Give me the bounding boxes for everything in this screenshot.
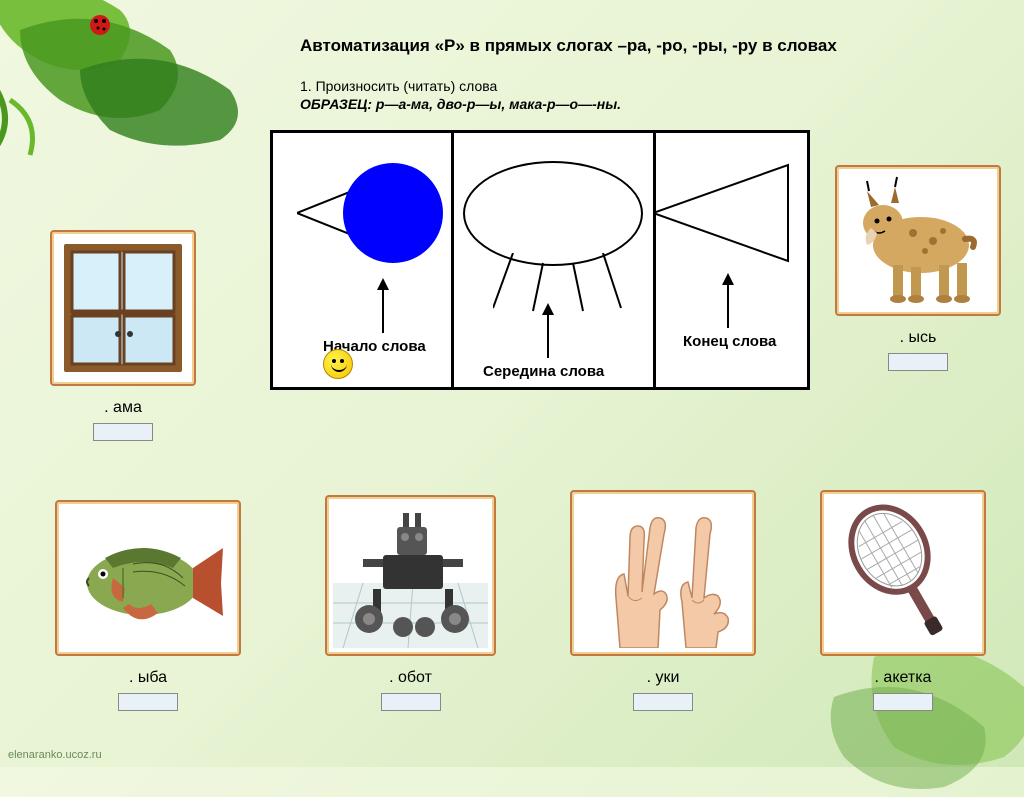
fill-blank[interactable] xyxy=(93,423,153,441)
smiley-icon xyxy=(323,349,353,379)
word-position-diagram: Начало слова Середина слова Конец слова xyxy=(270,130,810,390)
instruction-text: 1. Произносить (читать) слова xyxy=(300,78,497,94)
label-middle: Середина слова xyxy=(483,363,604,380)
card-window: . ама xyxy=(50,230,196,441)
arrow-end xyxy=(718,273,738,328)
image-window xyxy=(50,230,196,386)
image-lynx xyxy=(835,165,1001,316)
bird-legs xyxy=(493,253,623,313)
watermark: elenaranko.ucoz.ru xyxy=(8,749,102,761)
caption-hands: . уки xyxy=(570,669,756,687)
leaf-decoration-top-left xyxy=(0,0,260,160)
image-robot xyxy=(325,495,496,656)
card-fish: . ыба xyxy=(55,500,241,711)
label-end: Конец слова xyxy=(683,333,776,350)
card-hands: . уки xyxy=(570,490,756,711)
image-fish xyxy=(55,500,241,656)
arrow-middle xyxy=(538,303,558,358)
caption-window: . ама xyxy=(50,399,196,417)
caption-lynx: . ысь xyxy=(835,329,1001,347)
fill-blank[interactable] xyxy=(873,693,933,711)
caption-robot: . обот xyxy=(325,669,496,687)
bird-tail-triangle xyxy=(653,163,793,263)
image-racket xyxy=(820,490,986,656)
example-text: ОБРАЗЕЦ: р—а-ма, дво-р—ы, мака-р—о—-ны. xyxy=(300,96,621,112)
diagram-separator xyxy=(451,133,454,387)
bird-body-ellipse xyxy=(463,161,643,266)
caption-racket: . акетка xyxy=(820,669,986,687)
title: Автоматизация «Р» в прямых слогах –ра, -… xyxy=(300,36,837,56)
fill-blank[interactable] xyxy=(633,693,693,711)
card-racket: . акетка xyxy=(820,490,986,711)
bird-head-circle xyxy=(343,163,443,263)
fill-blank[interactable] xyxy=(888,353,948,371)
card-lynx: . ысь xyxy=(835,165,1001,371)
image-hands xyxy=(570,490,756,656)
caption-fish: . ыба xyxy=(55,669,241,687)
card-robot: . обот xyxy=(325,495,496,711)
fill-blank[interactable] xyxy=(118,693,178,711)
arrow-start xyxy=(373,278,393,333)
fill-blank[interactable] xyxy=(381,693,441,711)
